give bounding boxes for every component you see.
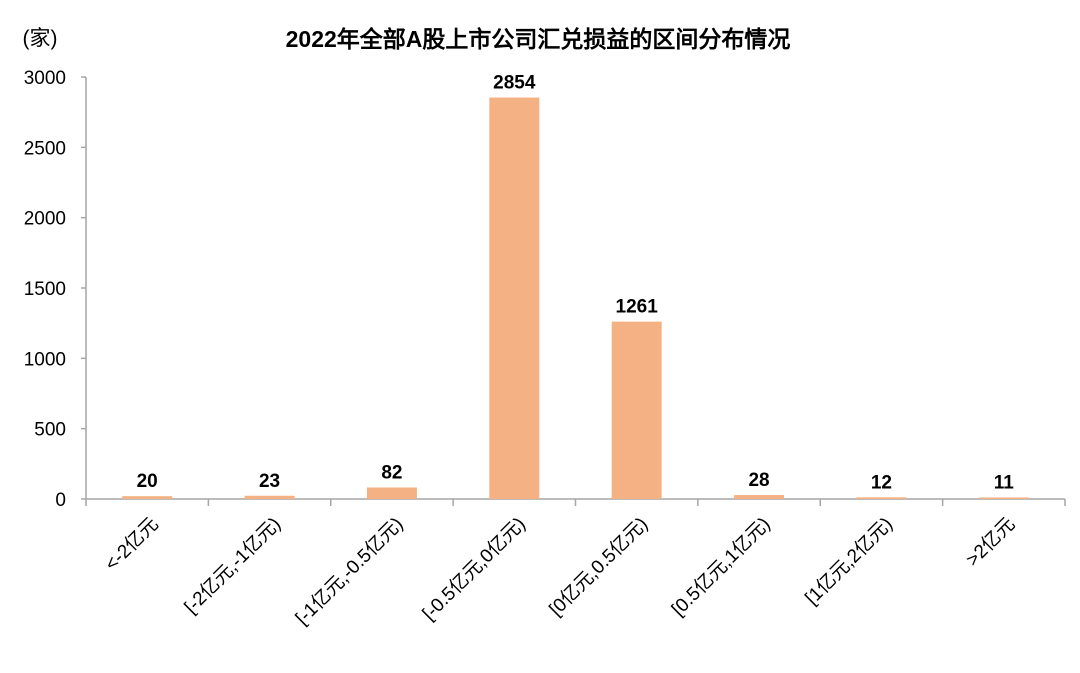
bar xyxy=(978,497,1029,499)
bar xyxy=(366,487,417,499)
y-tick-label: 3000 xyxy=(24,68,66,89)
x-tick-label: <-2亿元 xyxy=(100,513,162,575)
x-tick-label: [1亿元,2亿元) xyxy=(801,513,897,609)
data-label: 2854 xyxy=(493,73,536,94)
data-label: 12 xyxy=(871,472,892,493)
y-tick-label: 2500 xyxy=(24,138,66,159)
bar xyxy=(122,496,173,499)
bar xyxy=(244,495,295,499)
bar xyxy=(489,97,540,500)
data-label: 28 xyxy=(748,470,769,491)
bar xyxy=(734,495,785,499)
x-tick-label: >2亿元 xyxy=(962,513,1020,571)
x-tick-label: [0亿元,0.5亿元) xyxy=(545,513,652,620)
data-label: 82 xyxy=(381,462,402,483)
x-tick-label: [-1亿元,-0.5亿元) xyxy=(291,513,407,629)
x-tick-label: [-2亿元,-1亿元) xyxy=(180,513,285,618)
bar xyxy=(856,497,907,499)
y-axis-label: (家) xyxy=(23,27,58,50)
x-tick-label: [-0.5亿元,0亿元) xyxy=(418,513,530,625)
chart-title: 2022年全部A股上市公司汇兑损益的区间分布情况 xyxy=(286,26,791,52)
y-tick-label: 500 xyxy=(34,420,66,441)
data-label: 11 xyxy=(994,472,1015,493)
y-tick-label: 1500 xyxy=(24,279,66,300)
y-tick-label: 1000 xyxy=(24,349,66,370)
bar xyxy=(611,321,662,499)
data-label: 1261 xyxy=(616,297,659,318)
y-tick-label: 2000 xyxy=(24,209,66,230)
y-tick-label: 0 xyxy=(55,490,66,511)
x-tick-label: [0.5亿元,1亿元) xyxy=(667,513,774,620)
data-label: 20 xyxy=(137,471,158,492)
data-label: 23 xyxy=(259,471,280,492)
